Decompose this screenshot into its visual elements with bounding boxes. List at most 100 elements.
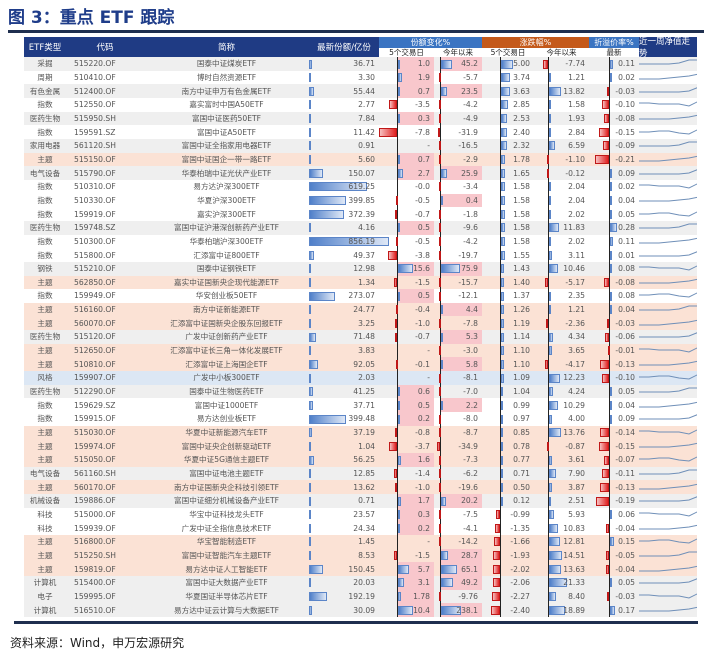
value-bar xyxy=(491,605,500,615)
r5-value: 5.00 xyxy=(513,59,530,69)
etf-type: 计算机 xyxy=(33,578,57,588)
value-bar xyxy=(600,482,609,492)
c5-cell: -3.8 xyxy=(379,248,434,262)
bar-axis xyxy=(440,575,441,590)
bar-axis xyxy=(440,111,441,126)
etf-code: 159915.OF xyxy=(74,414,116,424)
ry-value: 3.61 xyxy=(568,455,585,465)
table-row: 采掘 515220.OF 国泰中证煤炭ETF 36.71 1.0 45.2 5.00 -7.7… xyxy=(24,57,697,71)
ry-value: 13.76 xyxy=(563,428,585,438)
table-row: 主题 560070.OF 汇添富中证国新央企股东回报ETF 3.25 -1.0 -7.8 1… xyxy=(24,316,697,331)
nav-sparkline xyxy=(639,305,697,311)
value-bar xyxy=(603,141,609,151)
value-bar xyxy=(549,332,553,342)
bar-axis xyxy=(500,357,501,372)
pr-cell: 0.06 xyxy=(589,507,639,522)
shares-value: 12.85 xyxy=(353,469,375,479)
trend-cell xyxy=(639,344,697,358)
cy-cell: -4.2 xyxy=(434,97,482,112)
cy-cell: -9.6 xyxy=(434,220,482,235)
shares-value: 150.07 xyxy=(348,168,375,178)
bar-axis xyxy=(548,70,549,85)
header-type: ETF类型 xyxy=(24,37,66,57)
shares-value: 192.19 xyxy=(348,591,375,601)
bar-axis xyxy=(609,494,610,508)
bar-axis xyxy=(500,521,501,535)
bar-axis xyxy=(397,603,398,617)
ry-cell: 3.11 xyxy=(534,248,589,262)
bar-axis xyxy=(500,302,501,317)
table-row: 指数 510330.OF 华夏沪深300ETF 399.85 -0.5 0.4 1.58 2.… xyxy=(24,193,697,208)
value-bar xyxy=(398,59,400,69)
c5-cell: -0.5 xyxy=(379,193,434,208)
nav-sparkline xyxy=(639,129,697,135)
shares-bar xyxy=(309,318,311,328)
bar-axis xyxy=(609,166,610,180)
r5-cell: 2.40 xyxy=(482,125,534,139)
bar-axis xyxy=(500,70,501,85)
bar-axis xyxy=(500,234,501,249)
pr-value: 0.05 xyxy=(618,387,635,397)
cy-cell: 65.1 xyxy=(434,562,482,576)
r5-cell: 2.53 xyxy=(482,111,534,126)
shares-value: 273.07 xyxy=(348,291,375,301)
ry-value: 2.04 xyxy=(568,195,585,205)
shares-cell: 150.07 xyxy=(309,166,379,180)
etf-name: 华泰柏瑞沪深300ETF xyxy=(189,236,264,246)
value-bar xyxy=(607,318,609,328)
bar-axis xyxy=(609,330,610,344)
r5-cell: 3.74 xyxy=(482,70,534,85)
bar-axis xyxy=(548,521,549,535)
r5-value: 1.10 xyxy=(513,359,530,369)
r5-value: 0.12 xyxy=(513,496,530,506)
value-bar xyxy=(438,455,441,465)
value-bar xyxy=(610,59,613,69)
value-bar xyxy=(549,305,551,315)
pr-value: -0.03 xyxy=(615,591,635,601)
header-shares: 最新份额/亿份 xyxy=(309,37,379,57)
cy-cell: -31.9 xyxy=(434,125,482,139)
bar-axis xyxy=(500,562,501,576)
nav-sparkline xyxy=(639,456,697,462)
header-trend: 近一周净值走势 xyxy=(639,37,697,59)
table-row: 主题 159974.OF 富国中证央企创新驱动ETF 1.04 -3.7 -34.9 0.7… xyxy=(24,439,697,454)
value-bar xyxy=(549,387,553,397)
etf-type: 主题 xyxy=(37,277,53,287)
bar-axis xyxy=(500,507,501,522)
trend-cell xyxy=(639,330,697,344)
cy-value: 28.7 xyxy=(461,550,478,560)
c5-value: 0.3 xyxy=(417,113,430,123)
cy-value: 20.2 xyxy=(461,496,478,506)
cy-value: -3.4 xyxy=(463,182,478,192)
table-row: 医药生物 515950.SH 富国中证医药50ETF 7.84 0.3 -4.9 2.53 1… xyxy=(24,111,697,126)
etf-code: 510810.OF xyxy=(74,359,116,369)
ry-value: 14.51 xyxy=(563,550,585,560)
bar-axis xyxy=(397,275,398,290)
pr-value: 0.04 xyxy=(618,195,635,205)
etf-name: 南方中证申万有色金属ETF xyxy=(181,86,272,96)
value-bar xyxy=(441,496,447,506)
trend-cell xyxy=(639,562,697,576)
value-bar xyxy=(549,578,568,588)
c5-cell: 15.6 xyxy=(379,261,434,276)
c5-value: -0.7 xyxy=(415,332,430,342)
r5-cell: 0.99 xyxy=(482,398,534,413)
trend-cell xyxy=(639,194,697,208)
etf-code: 159995.OF xyxy=(74,591,116,601)
bar-axis xyxy=(609,248,610,262)
shares-cell: 150.45 xyxy=(309,562,379,576)
shares-bar xyxy=(309,523,312,533)
etf-name: 南方中证国新央企科技引领ETF xyxy=(174,482,279,492)
etf-code: 159939.OF xyxy=(74,523,116,533)
etf-type: 采掘 xyxy=(37,59,53,69)
table-row: 指数 512550.OF 嘉实富时中国A50ETF 2.77 -3.5 -4.2 2.85 1… xyxy=(24,97,697,112)
cy-cell: -7.3 xyxy=(434,453,482,467)
bar-axis xyxy=(440,152,441,167)
value-bar xyxy=(606,564,609,574)
value-bar xyxy=(393,551,397,561)
value-bar xyxy=(599,428,609,438)
nav-sparkline xyxy=(639,59,697,65)
r5-value: -1.93 xyxy=(510,550,530,560)
shares-bar xyxy=(309,400,313,410)
ry-cell: 21.33 xyxy=(534,575,589,590)
